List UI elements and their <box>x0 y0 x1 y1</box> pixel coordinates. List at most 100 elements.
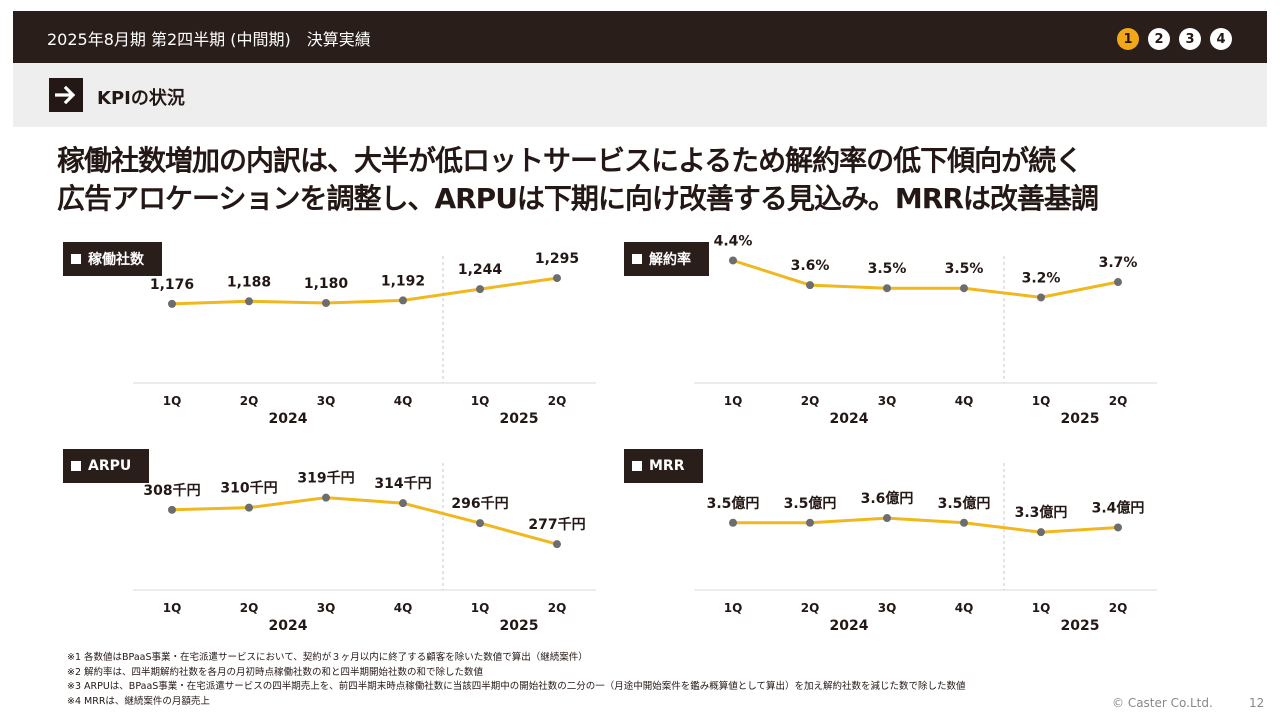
chart-active-companies: 稼働社数 1,176 1,188 1,180 1,192 1,244 1,295 1Q 2Q 3… <box>63 242 596 442</box>
footnotes: ※1 各数値はBPaaS事業・在宅派遣サービスにおいて、契約が３ヶ月以内に終了す… <box>67 651 966 709</box>
header-bar: 2025年8月期 第2四半期 (中間期) 決算実績 1 2 3 4 <box>13 11 1267 63</box>
x-tick-label: 2Q <box>548 601 567 615</box>
chart-title-churn-rate: 解約率 <box>624 242 709 276</box>
year-label: 2025 <box>1061 411 1100 427</box>
data-label: 3.5% <box>868 261 907 277</box>
data-label: 3.6% <box>791 258 830 274</box>
data-point <box>553 540 561 549</box>
data-label: 319千円 <box>297 470 354 487</box>
data-label: 296千円 <box>451 495 508 512</box>
x-tick-label: 3Q <box>878 601 897 615</box>
data-label: 3.5% <box>945 261 984 277</box>
chart-svg: 4.4% 3.6% 3.5% 3.5% 3.2% 3.7% 1Q 2Q 3Q 4Q 1Q 2Q 2024… <box>694 233 1157 427</box>
data-point <box>322 299 330 307</box>
square-bullet-icon <box>632 254 642 264</box>
x-tick-label: 1Q <box>724 394 743 408</box>
chart-title-arpu: ARPU <box>63 449 150 483</box>
year-label: 2024 <box>269 618 308 634</box>
year-label: 2024 <box>269 411 308 427</box>
footnote-1: ※1 各数値はBPaaS事業・在宅派遣サービスにおいて、契約が３ヶ月以内に終了す… <box>67 652 588 663</box>
data-label: 277千円 <box>528 516 585 533</box>
data-label: 1,192 <box>381 273 425 289</box>
page-dot-4[interactable]: 4 <box>1210 28 1232 50</box>
page-dot-3[interactable]: 3 <box>1179 28 1201 50</box>
chart-title-active-companies: 稼働社数 <box>63 242 162 276</box>
data-point <box>1037 528 1045 537</box>
data-label: 4.4% <box>714 233 753 249</box>
data-point <box>168 299 176 308</box>
year-label: 2025 <box>500 618 539 634</box>
data-label: 3.2% <box>1022 270 1061 286</box>
data-label: 1,176 <box>150 277 194 293</box>
x-tick-label: 2Q <box>801 394 820 408</box>
data-label: 3.5億円 <box>938 495 991 512</box>
x-tick-label: 2Q <box>240 601 259 615</box>
square-bullet-icon <box>632 461 642 471</box>
x-tick-label: 2Q <box>801 601 820 615</box>
page-dot-2[interactable]: 2 <box>1148 28 1170 50</box>
data-label: 1,244 <box>458 262 503 278</box>
footnote-3: ※3 ARPUは、BPaaS事業・在宅派遣サービスの四半期売上を、前四半期末時点… <box>67 681 966 692</box>
page-number: 12 <box>1249 696 1265 710</box>
data-point <box>1037 293 1045 302</box>
headline: 稼働社数増加の内訳は、大半が低ロットサービスによるため解約率の低下傾向が続く 広… <box>57 142 1099 218</box>
chart-title-mrr: MRR <box>624 449 703 483</box>
data-label: 310千円 <box>220 480 277 497</box>
x-tick-label: 1Q <box>163 601 182 615</box>
section-bar: KPIの状況 <box>13 63 1267 127</box>
data-label: 1,295 <box>535 251 579 267</box>
data-point <box>399 296 407 305</box>
data-point <box>806 518 814 527</box>
x-tick-label: 1Q <box>471 601 490 615</box>
data-point <box>245 503 253 512</box>
series-line <box>732 259 1119 299</box>
data-point <box>553 274 561 283</box>
x-tick-label: 1Q <box>1032 601 1051 615</box>
data-point <box>960 518 968 527</box>
headline-line-1: 稼働社数増加の内訳は、大半が低ロットサービスによるため解約率の低下傾向が続く <box>57 144 1083 177</box>
year-label: 2024 <box>830 411 869 427</box>
x-tick-label: 4Q <box>394 601 413 615</box>
data-point <box>883 284 891 293</box>
chart-svg: 308千円 310千円 319千円 314千円 296千円 277千円 1Q 2Q 3Q 4Q 1Q… <box>133 463 596 634</box>
x-tick-label: 1Q <box>724 601 743 615</box>
x-tick-label: 4Q <box>394 394 413 408</box>
chart-svg: 3.5億円 3.5億円 3.6億円 3.5億円 3.3億円 3.4億円 1Q 2Q 3Q 4Q 1Q… <box>694 463 1157 634</box>
footnote-4: ※4 MRRは、継続案件の月額売上 <box>67 695 210 707</box>
series-line <box>171 276 558 306</box>
x-tick-label: 3Q <box>878 394 897 408</box>
year-label: 2025 <box>500 411 539 427</box>
arrow-right-icon <box>49 78 83 112</box>
data-point <box>399 499 407 508</box>
chart-title-text: 解約率 <box>649 252 691 268</box>
data-point <box>1114 278 1122 287</box>
data-label: 3.7% <box>1099 255 1138 271</box>
section-title: KPIの状況 <box>97 88 185 109</box>
page-dot-1[interactable]: 1 <box>1117 28 1139 50</box>
x-tick-label: 2Q <box>548 394 567 408</box>
data-label: 3.6億円 <box>861 490 914 507</box>
data-point <box>729 256 737 265</box>
data-point <box>729 518 737 527</box>
x-tick-label: 1Q <box>163 394 182 408</box>
square-bullet-icon <box>71 461 81 471</box>
series-line <box>733 516 1119 534</box>
chart-arpu: ARPU 308千円 310千円 319千円 314千円 296千円 277千円 1Q 2Q 3… <box>63 449 596 649</box>
copyright: © Caster Co.Ltd. <box>1112 696 1213 710</box>
year-label: 2024 <box>830 618 869 634</box>
year-label: 2025 <box>1061 618 1100 634</box>
data-point <box>322 493 330 502</box>
data-label: 3.5億円 <box>707 495 760 512</box>
chart-mrr: MRR 3.5億円 3.5億円 3.6億円 3.5億円 3.3億円 3.4億円 1Q 2Q 3Q… <box>624 449 1157 649</box>
chart-churn-rate: 解約率 4.4% 3.6% 3.5% 3.5% 3.2% 3.7% 1Q 2Q 3Q 4Q 1Q 2Q… <box>624 233 1157 442</box>
footnote-2: ※2 解約率は、四半期解約社数を各月の月初時点稼働社数の和と四半期開始社数の和で… <box>67 666 484 678</box>
x-tick-label: 4Q <box>955 601 974 615</box>
data-point <box>806 281 814 290</box>
x-tick-label: 3Q <box>317 601 336 615</box>
chart-title-text: ARPU <box>88 458 132 474</box>
data-point <box>883 514 891 523</box>
data-label: 3.4億円 <box>1092 499 1145 516</box>
x-tick-label: 1Q <box>1032 394 1051 408</box>
x-tick-label: 1Q <box>471 394 490 408</box>
header-title: 2025年8月期 第2四半期 (中間期) 決算実績 <box>47 30 371 49</box>
